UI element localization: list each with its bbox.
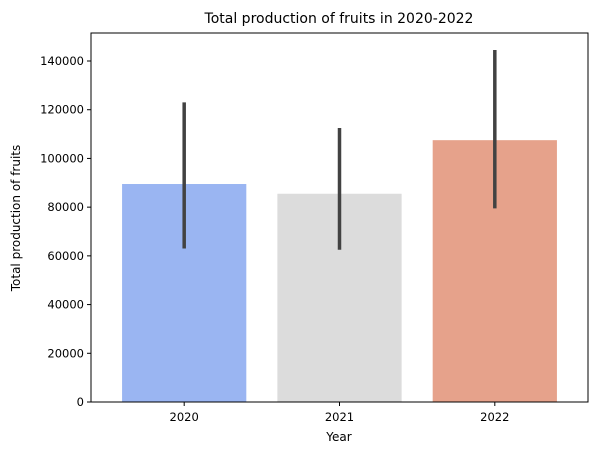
y-tick-label: 0 [77,395,84,409]
y-tick-label: 60000 [47,249,84,263]
y-axis-label: Total production of fruits [9,145,23,293]
y-tick-label: 80000 [47,200,84,214]
y-tick-label: 120000 [40,103,84,117]
x-tick-label: 2022 [480,410,509,424]
y-tick-label: 140000 [40,54,84,68]
x-tick-label: 2020 [170,410,199,424]
x-tick-label: 2021 [325,410,354,424]
y-tick-label: 100000 [40,151,84,165]
y-axis: 0 20000 40000 60000 80000 100000 120000 140000 [40,54,91,409]
x-axis: 2020 2021 2022 [170,402,509,424]
x-axis-label: Year [325,430,351,444]
error-bars-layer [182,50,497,250]
y-tick-label: 40000 [47,298,84,312]
y-tick-label: 20000 [47,346,84,360]
chart-title: Total production of fruits in 2020-2022 [204,11,474,27]
